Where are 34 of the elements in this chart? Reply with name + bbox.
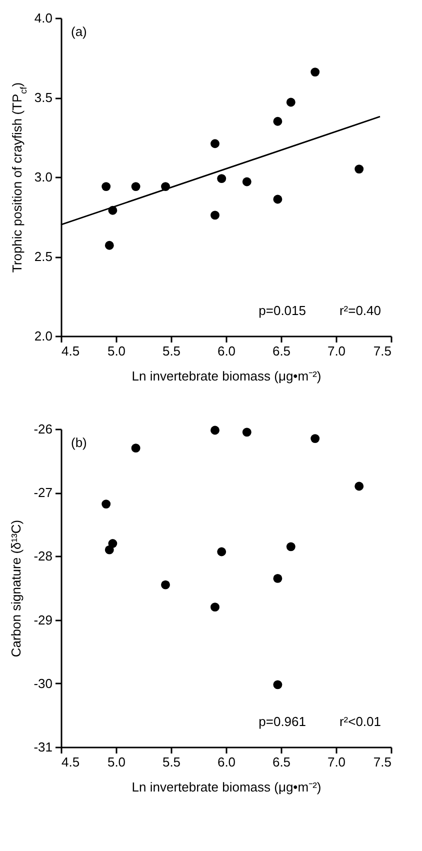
annotation: r²=0.40 [339, 303, 381, 318]
x-tick-label: 7.0 [327, 344, 346, 358]
y-tick-label: 3.0 [34, 170, 52, 184]
annotation: (a) [71, 24, 87, 39]
annotation: p=0.961 [258, 714, 306, 729]
x-tick-label: 5.5 [162, 344, 181, 358]
x-tick-label: 6.0 [217, 344, 236, 358]
x-axis-title: Ln invertebrate biomass (μg•m⁻²) [132, 780, 322, 794]
x-tick-label: 4.5 [62, 754, 80, 770]
y-tick-label: -28 [34, 548, 52, 564]
y-tick-label: 2.0 [34, 328, 52, 344]
x-tick-label: 6.5 [272, 344, 291, 358]
x-tick-label: 4.5 [62, 344, 80, 358]
y-tick-label: -29 [34, 612, 52, 628]
x-axis-title: Ln invertebrate biomass (μg•m⁻²) [132, 368, 322, 384]
annotation: r²<0.01 [339, 714, 381, 729]
x-tick-label: 6.0 [217, 754, 236, 770]
y-tick-label: -26 [34, 422, 52, 436]
y-tick-label: -27 [34, 485, 52, 500]
y-tick-label: -30 [34, 676, 52, 691]
y-tick-label: -31 [34, 740, 52, 754]
x-tick-label: 7.5 [373, 754, 392, 770]
annotation: (b) [71, 435, 87, 450]
annotation: p=0.015 [258, 303, 306, 318]
x-tick-label: 5.0 [107, 344, 126, 358]
x-tick-label: 7.5 [373, 344, 392, 358]
y-tick-label: 3.5 [34, 90, 52, 105]
y-tick-label: 4.0 [34, 10, 52, 26]
x-tick-label: 5.0 [107, 754, 126, 770]
x-tick-label: 6.5 [272, 754, 291, 770]
x-tick-label: 7.0 [327, 754, 346, 770]
x-tick-label: 5.5 [162, 754, 181, 770]
y-axis-title: Carbon signature (δ¹³C) [8, 520, 24, 658]
y-tick-label: 2.5 [34, 249, 52, 264]
